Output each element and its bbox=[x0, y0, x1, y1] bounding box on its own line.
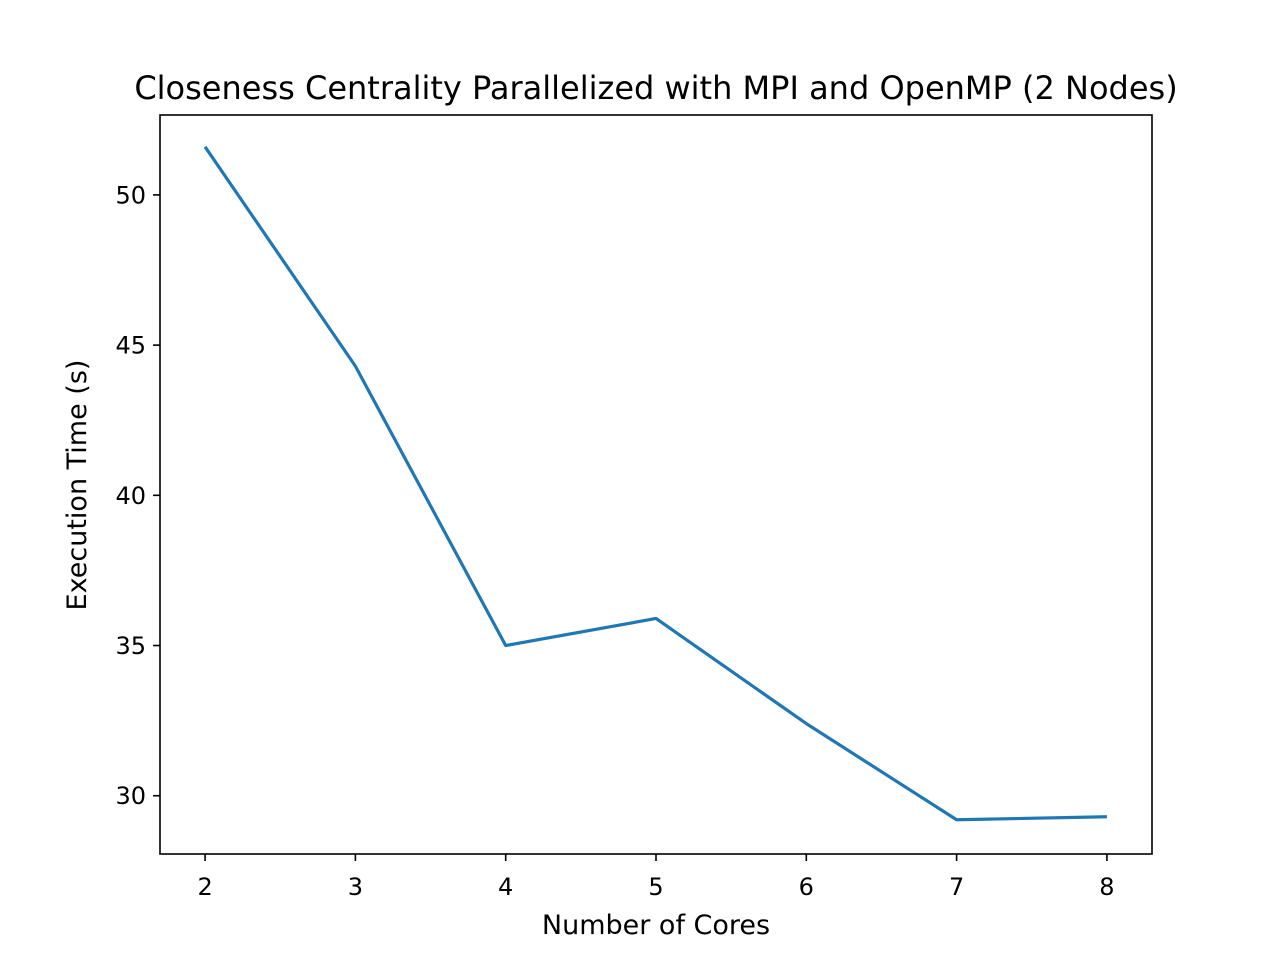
x-tick-label: 2 bbox=[197, 873, 212, 901]
x-tick-label: 4 bbox=[498, 873, 513, 901]
x-tick-label: 7 bbox=[949, 873, 964, 901]
chart-title: Closeness Centrality Parallelized with M… bbox=[134, 69, 1177, 107]
x-tick-label: 3 bbox=[348, 873, 363, 901]
y-tick-label: 50 bbox=[115, 181, 146, 209]
plot-area bbox=[203, 145, 1107, 822]
y-axis-label: Execution Time (s) bbox=[62, 360, 93, 611]
x-tick-label: 5 bbox=[648, 873, 663, 901]
series-line-0 bbox=[203, 145, 1107, 822]
x-axis-label: Number of Cores bbox=[542, 910, 770, 941]
y-axis: 30 35 40 45 50 bbox=[115, 181, 160, 810]
x-tick-label: 6 bbox=[799, 873, 814, 901]
x-tick-label: 8 bbox=[1099, 873, 1114, 901]
y-tick-label: 45 bbox=[115, 332, 146, 360]
x-axis: 2 3 4 5 6 7 8 bbox=[197, 854, 1115, 901]
y-tick-label: 30 bbox=[115, 782, 146, 810]
y-tick-label: 35 bbox=[115, 632, 146, 660]
y-tick-label: 40 bbox=[115, 482, 146, 510]
